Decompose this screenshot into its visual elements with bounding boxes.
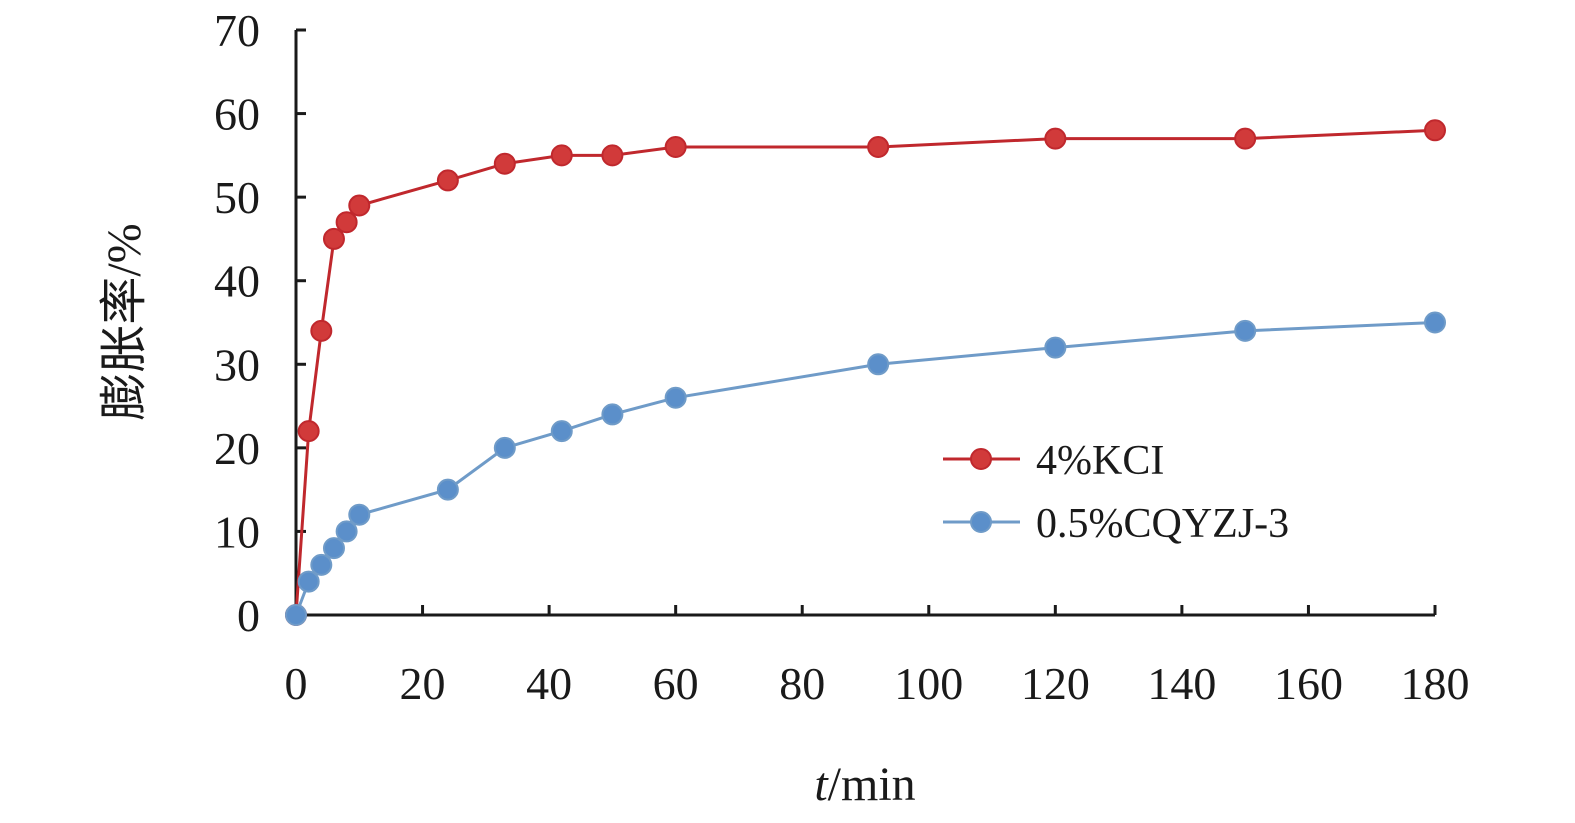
x-tick-label: 140 (1147, 658, 1216, 709)
data-point (550, 144, 573, 167)
series-line (294, 321, 1436, 616)
data-point (285, 604, 307, 626)
x-tick-label: 40 (526, 658, 572, 709)
data-point (664, 136, 687, 158)
data-point (297, 570, 320, 593)
y-tick-label: 0 (237, 590, 260, 641)
data-point (867, 136, 890, 158)
data-point (335, 211, 358, 234)
legend-marker-kcl (970, 448, 992, 470)
x-tick-label: 60 (653, 658, 699, 709)
x-ticks: 0 20 40 60 80 100 120 140 160 180 (285, 605, 1470, 709)
data-point (348, 194, 371, 217)
y-axis-title: 膨胀率/% (98, 223, 151, 420)
x-tick-label: 180 (1401, 658, 1470, 709)
legend: 4%KCI 0.5%CQYZJ-3 (943, 438, 1289, 547)
x-axis-title-symbol: t (814, 758, 829, 811)
data-point (310, 319, 333, 342)
x-tick-label: 0 (285, 658, 308, 709)
y-tick-label: 60 (214, 89, 260, 140)
legend-item-kcl: 4%KCI (943, 438, 1164, 484)
legend-label-cqyzj: 0.5%CQYZJ-3 (1036, 501, 1289, 547)
y-tick-label: 20 (214, 423, 260, 474)
data-point (1044, 127, 1067, 150)
data-point (664, 386, 687, 409)
legend-item-cqyzj: 0.5%CQYZJ-3 (943, 501, 1289, 547)
data-point (322, 537, 345, 560)
data-point (550, 420, 573, 443)
data-point (601, 403, 624, 426)
x-tick-label: 20 (400, 658, 446, 709)
series-layer (285, 119, 1446, 626)
data-point (322, 227, 345, 250)
y-tick-label: 10 (214, 506, 260, 557)
data-point (1424, 119, 1446, 142)
data-point (348, 503, 371, 526)
x-tick-label: 80 (779, 658, 825, 709)
data-point (310, 553, 333, 576)
legend-marker-cqyzj (970, 511, 992, 533)
x-tick-label: 160 (1274, 658, 1343, 709)
y-tick-label: 40 (214, 256, 260, 307)
data-point (1424, 311, 1446, 334)
data-point (493, 152, 516, 175)
axes (294, 30, 1435, 617)
y-tick-label: 50 (214, 172, 260, 223)
data-point (297, 420, 320, 443)
data-point (436, 169, 459, 192)
data-point (601, 144, 624, 167)
data-point (493, 436, 516, 459)
y-tick-label: 70 (214, 5, 260, 56)
data-point (335, 520, 358, 543)
series-0 (285, 119, 1446, 626)
data-point (1234, 127, 1257, 150)
data-point (1234, 319, 1257, 342)
data-point (1044, 336, 1067, 359)
legend-label-kcl: 4%KCI (1036, 438, 1164, 484)
data-point (867, 353, 890, 376)
y-ticks: 0 10 20 30 40 50 60 70 (214, 5, 306, 641)
y-tick-label: 30 (214, 339, 260, 390)
data-point (436, 478, 459, 501)
x-tick-label: 120 (1021, 658, 1090, 709)
x-tick-label: 100 (894, 658, 963, 709)
series-1 (285, 311, 1446, 626)
x-axis-title: t/min (814, 758, 915, 811)
x-axis-title-unit: /min (828, 758, 916, 811)
